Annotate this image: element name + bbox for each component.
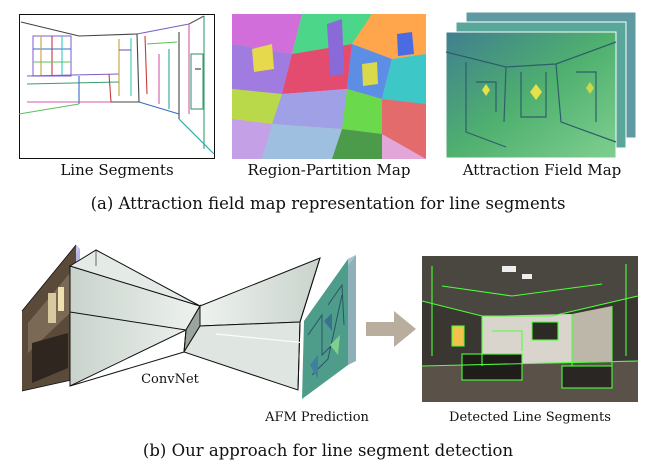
arrow-icon [366, 311, 416, 347]
region-partition-label: Region-Partition Map [247, 161, 411, 179]
detected-lines-label: Detected Line Segments [449, 410, 611, 425]
line-segments-image [18, 14, 215, 159]
afm-prediction-image [302, 255, 356, 399]
detected-lines-image [421, 256, 639, 402]
region-partition-image [232, 14, 426, 159]
line-segments-label: Line Segments [60, 161, 174, 179]
caption-a: (a) Attraction field map representation … [90, 194, 566, 213]
attraction-field-image [445, 11, 637, 159]
attraction-field-label: Attraction Field Map [462, 161, 622, 179]
convnet-diagram [68, 249, 321, 391]
input-image [21, 244, 80, 392]
convnet-label: ConvNet [141, 372, 199, 387]
caption-b: (b) Our approach for line segment detect… [142, 441, 514, 460]
afm-prediction-label: AFM Prediction [265, 410, 369, 425]
